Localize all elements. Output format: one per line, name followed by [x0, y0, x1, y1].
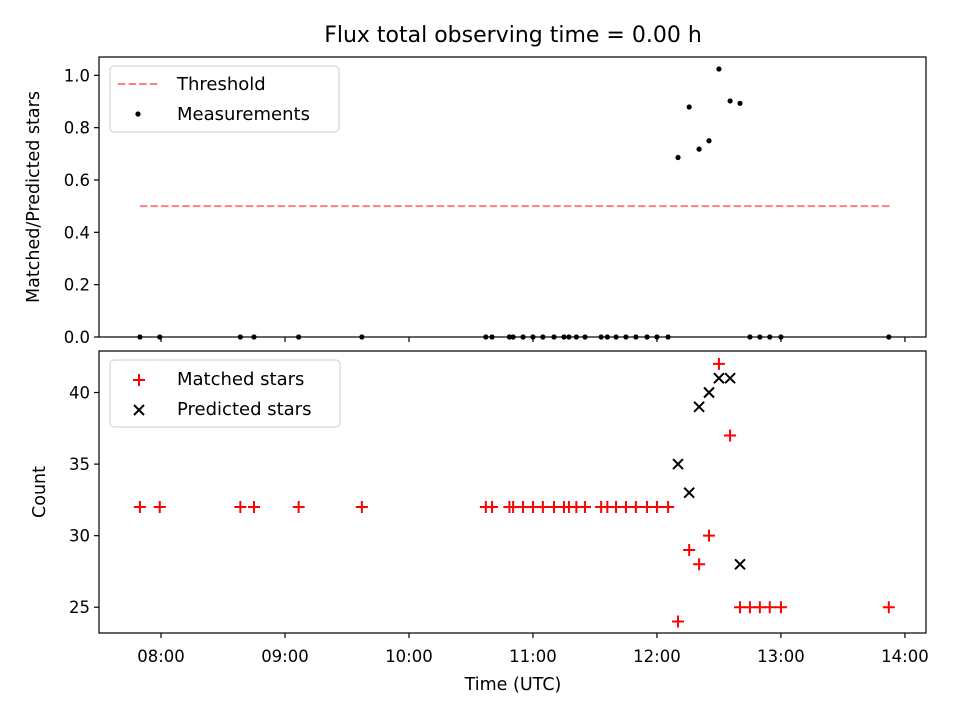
bot-xtick-label: 12:00: [633, 647, 681, 666]
top-y-axis: 0.0 0.2 0.4 0.6 0.8 1.0: [64, 66, 99, 347]
predicted-stars-point: [683, 487, 695, 499]
matched-stars-point: [724, 429, 737, 442]
bottom-x-axis-label: Time (UTC): [464, 675, 562, 695]
matched-stars-point: [683, 543, 696, 556]
legend-measurements-swatch: [135, 111, 141, 117]
matched-stars-point: [355, 501, 368, 514]
bot-ytick-label: 40: [69, 384, 90, 403]
top-y-axis-label: Matched/Predicted stars: [24, 91, 44, 303]
matched-stars-point: [882, 601, 895, 614]
legend-matched-swatch: [133, 374, 145, 386]
top-x-axis: [160, 337, 906, 342]
bottom-legend: Matched stars Predicted stars: [109, 359, 341, 428]
top-ytick-label: 0.6: [64, 171, 90, 190]
bottom-x-axis: 08:00 09:00 10:00 11:00 12:00 13:00 14:00: [137, 633, 929, 666]
measurement-point: [696, 146, 702, 152]
matched-stars-point: [579, 501, 592, 514]
predicted-stars-point: [734, 558, 746, 570]
matched-stars-point: [486, 501, 499, 514]
bot-ytick-label: 30: [69, 527, 90, 546]
bottom-legend-box: [109, 359, 341, 428]
matched-stars-point: [703, 529, 716, 542]
top-ytick-label: 1.0: [64, 66, 90, 85]
matched-stars-point: [650, 501, 663, 514]
bot-xtick-label: 11:00: [509, 647, 557, 666]
matched-stars-point: [153, 501, 166, 514]
matched-stars-point: [662, 501, 675, 514]
matched-stars-point: [693, 558, 706, 571]
matched-stars-point: [712, 357, 725, 370]
predicted-stars-point: [693, 401, 705, 413]
legend-predicted-label: Predicted stars: [177, 399, 311, 420]
matched-stars-point: [536, 501, 549, 514]
bot-ytick-label: 25: [69, 598, 90, 617]
top-chart-title: Flux total observing time = 0.00 h: [324, 23, 702, 48]
measurement-point: [727, 98, 733, 104]
predicted-stars-point: [724, 372, 736, 384]
top-ytick-label: 0.8: [64, 119, 90, 138]
bottom-y-axis: 25 30 35 40: [69, 384, 99, 617]
matched-stars-point: [672, 615, 685, 628]
top-legend: Threshold Measurements: [109, 65, 340, 133]
bot-xtick-label: 13:00: [757, 647, 805, 666]
measurement-point: [716, 66, 722, 72]
legend-matched-label: Matched stars: [177, 369, 304, 390]
predicted-stars-point: [672, 458, 684, 470]
bot-xtick-label: 09:00: [261, 647, 309, 666]
matched-stars-point: [763, 601, 776, 614]
legend-measurements-label: Measurements: [177, 104, 310, 125]
matched-stars-point: [774, 601, 787, 614]
top-axes-frame: [98, 56, 927, 338]
predicted-stars-point: [713, 372, 725, 384]
top-ytick-label: 0.4: [64, 223, 90, 242]
bottom-axes-frame: [98, 350, 927, 634]
top-legend-box: [109, 65, 340, 133]
measurement-point: [675, 154, 681, 161]
top-ytick-label: 0.0: [64, 328, 90, 347]
bottom-y-axis-label: Count: [30, 466, 50, 518]
matched-stars-point: [133, 501, 146, 514]
legend-threshold-label: Threshold: [176, 74, 266, 95]
matched-stars-point: [234, 501, 247, 514]
measurement-point: [686, 104, 692, 110]
bottom-plot-area: [133, 357, 895, 628]
bot-xtick-label: 14:00: [881, 647, 929, 666]
matched-stars-point: [247, 501, 260, 514]
measurement-point: [706, 138, 712, 144]
legend-predicted-swatch: [133, 404, 145, 416]
matched-stars-point: [629, 501, 642, 514]
matched-stars-point: [292, 501, 305, 514]
measurement-point: [737, 100, 743, 106]
bot-xtick-label: 08:00: [137, 647, 185, 666]
predicted-stars-point: [703, 386, 715, 399]
bot-xtick-label: 10:00: [385, 647, 433, 666]
top-ytick-label: 0.2: [64, 276, 90, 295]
bot-ytick-label: 35: [69, 455, 90, 474]
